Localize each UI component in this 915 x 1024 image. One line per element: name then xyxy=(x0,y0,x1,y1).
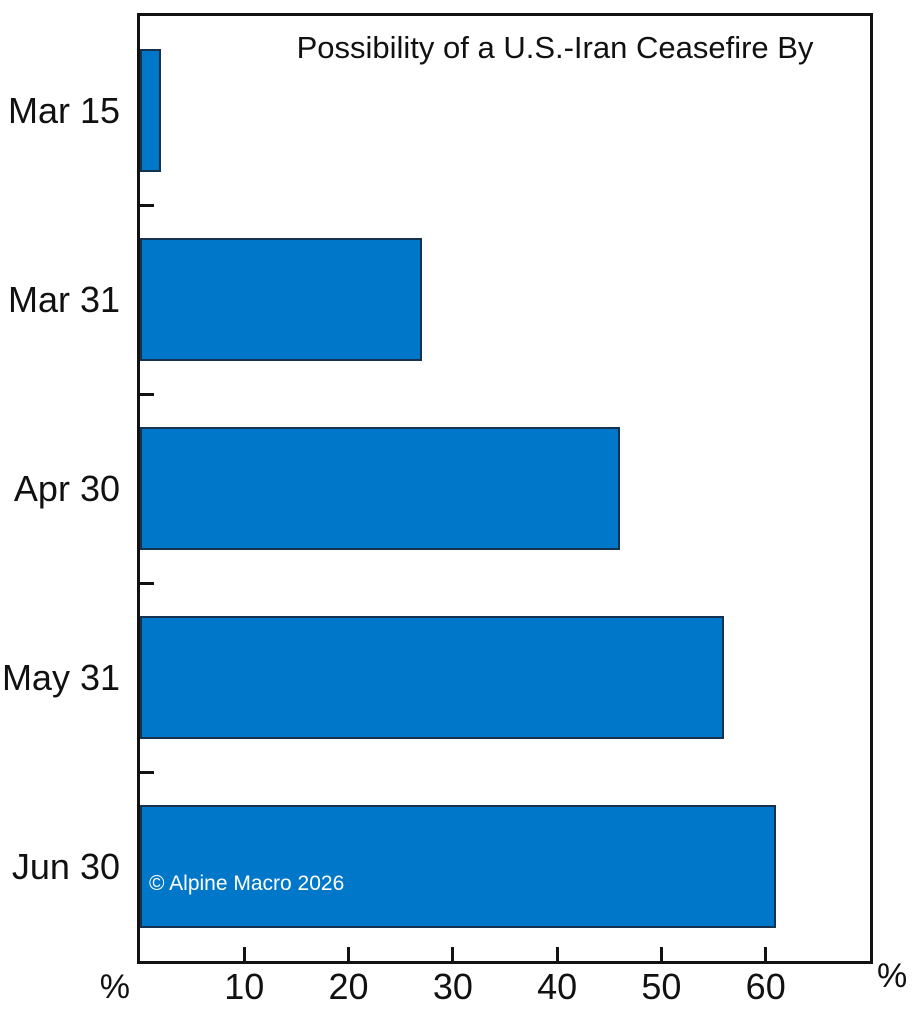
y-axis-label: Mar 31 xyxy=(7,278,120,320)
chart-title: Possibility of a U.S.-Iran Ceasefire By xyxy=(296,30,814,65)
bar-may-31 xyxy=(140,616,724,739)
x-axis-tick-label: 20 xyxy=(328,966,369,1007)
y-axis-label: May 31 xyxy=(1,656,120,698)
x-axis-tick xyxy=(347,947,351,961)
x-axis-tick xyxy=(451,947,455,961)
y-axis-label-row: Mar 15 xyxy=(0,16,120,205)
x-axis-tick-label: 40 xyxy=(537,966,578,1007)
bar-jun-30 xyxy=(140,805,777,928)
y-axis-label: Jun 30 xyxy=(11,845,120,887)
x-axis-tick xyxy=(764,947,768,961)
copyright-watermark: © Alpine Macro 2026 xyxy=(149,872,345,895)
x-axis-tick-label: 30 xyxy=(432,966,473,1007)
y-axis-label: Apr 30 xyxy=(13,467,120,509)
x-axis-tick xyxy=(242,947,246,961)
y-axis-tick xyxy=(140,392,154,396)
x-axis-tick xyxy=(555,947,559,961)
bar-mar-31 xyxy=(140,238,422,361)
x-axis-tick-label: 10 xyxy=(224,966,265,1007)
x-axis-unit-left: % xyxy=(99,968,130,1006)
plot-area: Possibility of a U.S.-Iran Ceasefire By … xyxy=(137,13,873,964)
y-axis-label-row: Mar 31 xyxy=(0,205,120,394)
y-axis-label-row: Jun 30 xyxy=(0,772,120,961)
x-axis-unit-right: % xyxy=(877,957,908,995)
y-axis-label-row: Apr 30 xyxy=(0,394,120,583)
y-axis-tick xyxy=(140,581,154,585)
plot-inner: Possibility of a U.S.-Iran Ceasefire By … xyxy=(140,16,870,961)
y-axis-tick xyxy=(140,770,154,774)
bar-mar-15 xyxy=(140,49,161,172)
y-axis-label: Mar 15 xyxy=(7,89,120,131)
x-axis-tick-label: 60 xyxy=(745,966,786,1007)
x-axis-tick xyxy=(659,947,663,961)
y-axis-label-row: May 31 xyxy=(0,583,120,772)
x-axis-tick-label: 50 xyxy=(641,966,682,1007)
bar-apr-30 xyxy=(140,427,620,550)
y-axis-tick xyxy=(140,203,154,207)
